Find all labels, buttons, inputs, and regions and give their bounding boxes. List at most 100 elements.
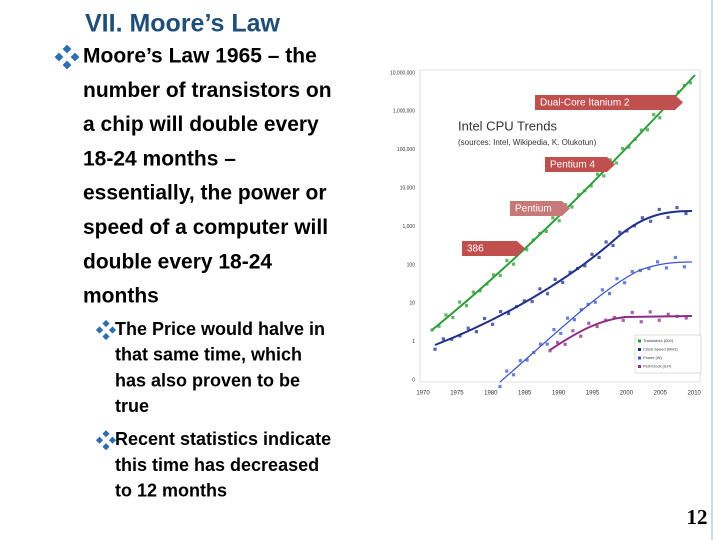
bullet-diamond	[62, 60, 72, 70]
bullet-diamond	[70, 52, 80, 62]
bullet-diamond	[95, 326, 104, 334]
trend-line	[549, 315, 693, 351]
sub-bullet-line: Recent statistics indicate	[115, 429, 331, 449]
decor-dot	[602, 174, 606, 178]
sub-bullet-line: this time has decreased	[115, 455, 319, 475]
bullet-diamond	[102, 443, 110, 451]
legend-label: Power (W)	[643, 355, 663, 360]
decor-dot	[451, 315, 455, 320]
decor-dot	[657, 207, 661, 212]
decor-dot	[639, 128, 643, 132]
bullets: Moore’s Law 1965 – the number of transist…	[54, 44, 332, 501]
decor-dot	[525, 248, 529, 252]
decor-dot	[576, 193, 581, 197]
decor-dot	[530, 299, 534, 304]
bullet-diamond	[102, 332, 110, 341]
x-tick-label: 2010	[688, 391, 702, 397]
decor-dot	[684, 211, 688, 216]
decor-dot	[482, 316, 487, 321]
callouts: Dual-Core Itanium 2 Pentium 4 Pentium 386	[462, 95, 683, 256]
decor-dot	[525, 358, 529, 362]
legend-label: Clock Speed (MHz)	[643, 347, 678, 352]
decor-dot	[538, 342, 543, 346]
decor-dot	[545, 342, 549, 346]
decor-dot	[608, 291, 612, 296]
decor-dot	[505, 369, 509, 373]
callout-arrow	[545, 157, 615, 172]
decor-dot	[621, 318, 625, 322]
decor-dot	[511, 373, 516, 377]
bullet-line: months	[83, 285, 159, 308]
decor-dot	[505, 258, 509, 263]
decor-dot	[466, 326, 470, 330]
decor-dot	[464, 304, 469, 308]
decor-dot	[538, 287, 542, 291]
decor-dot	[688, 81, 693, 85]
decor-dot	[551, 216, 555, 220]
decor-dot	[675, 205, 679, 210]
decor-dot	[648, 310, 652, 314]
decor-dot	[561, 280, 565, 285]
y-tick-label: 0	[412, 378, 415, 384]
decor-dot	[590, 252, 594, 256]
decor-dot	[658, 116, 662, 120]
decor-dot	[657, 318, 661, 322]
decor-dot	[612, 315, 616, 320]
decor-dot	[630, 310, 634, 315]
decor-dot	[666, 312, 670, 316]
decor-dot	[571, 329, 575, 333]
sub-bullet-line: to 12 months	[115, 481, 227, 501]
callout-label: Pentium 4	[550, 160, 595, 171]
trend-line	[431, 74, 696, 331]
bullet-line: a chip will double every	[83, 113, 319, 136]
x-tick-label: 1995	[586, 391, 600, 397]
bullet-line: essentially, the power or	[83, 182, 327, 205]
decor-dot	[611, 243, 615, 248]
decor-dot	[491, 273, 496, 277]
decor-dot	[498, 384, 502, 389]
legend-box	[634, 334, 702, 374]
decor-dot	[499, 309, 503, 314]
x-tick-label: 2005	[654, 391, 668, 397]
decor-dot	[458, 300, 462, 304]
figure-title: Intel CPU Trends	[458, 118, 557, 133]
decor-dot	[490, 322, 495, 326]
decor-dot	[649, 219, 653, 223]
decor-dot	[441, 337, 445, 341]
bullet-diamond	[108, 436, 117, 444]
decor-dot	[673, 255, 677, 260]
trend-line	[499, 261, 693, 383]
sub-bullet-line: true	[115, 396, 149, 416]
decor-dot	[548, 349, 552, 353]
decor-dot	[478, 289, 482, 293]
bullet-diamond	[102, 319, 110, 328]
y-tick-label: 10,000,000	[390, 70, 415, 76]
decor-dot	[565, 316, 570, 320]
decor-dot	[600, 288, 604, 292]
decor-dot	[555, 340, 560, 345]
decor-dot	[572, 318, 576, 322]
bullet-diamond	[62, 44, 72, 54]
bullet-line: speed of a computer will	[83, 216, 328, 239]
x-tick-label: 1985	[518, 391, 532, 397]
x-tick-label: 1970	[416, 391, 430, 397]
y-tick-label: 100	[407, 262, 416, 268]
decor-dot	[684, 316, 688, 320]
decor-dot	[583, 264, 587, 268]
decor-dot	[570, 205, 574, 209]
decor-dot	[522, 299, 526, 303]
decor-dot	[579, 334, 583, 338]
decor-dot	[655, 260, 660, 264]
decor-dot	[557, 219, 561, 223]
decor-dot	[621, 146, 625, 151]
legend-swatch	[638, 356, 641, 360]
callout-label: Pentium	[515, 204, 552, 215]
decor-dot	[597, 255, 601, 260]
decor-dot	[614, 161, 618, 165]
sub-bullet-line: that same time, which	[115, 345, 302, 365]
bullet-diamond	[95, 436, 104, 444]
legend-label: Perf/Clock (ILP)	[643, 364, 672, 369]
decor-dot	[615, 277, 619, 281]
